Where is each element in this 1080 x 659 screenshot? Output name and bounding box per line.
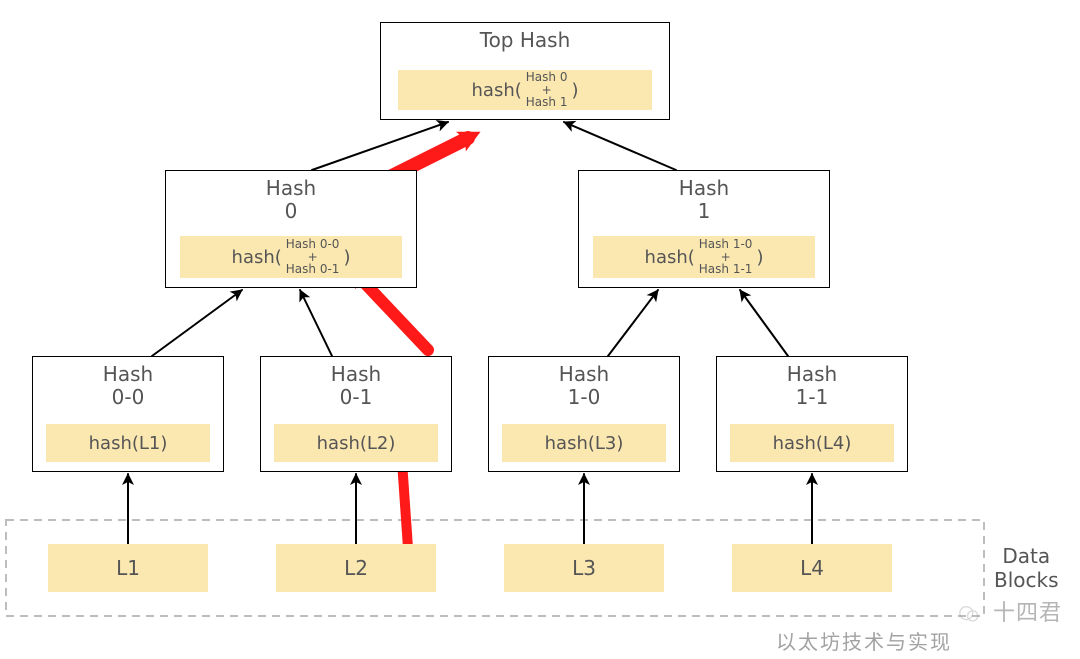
hash-box-1: hash( Hash 1-0 + Hash 1-1 ) [593, 236, 815, 278]
leaf-L1: L1 [48, 544, 208, 592]
hash-box-1-1: hash(L4) [730, 424, 894, 462]
hash-box-0-0: hash(L1) [46, 424, 210, 462]
hash-args: Hash 0 + Hash 1 [522, 71, 572, 109]
node-hash-0-title: Hash 0 [166, 171, 416, 223]
hash-fn-close: ) [571, 80, 578, 101]
node-hash-1-title: Hash 1 [579, 171, 829, 223]
hash-box-0-1: hash(L2) [274, 424, 438, 462]
leaf-L2: L2 [276, 544, 436, 592]
hash-box-0: hash( Hash 0-0 + Hash 0-1 ) [180, 236, 402, 278]
data-blocks-label: Data Blocks [994, 544, 1059, 592]
watermark-source: 以太坊技术与实现 [776, 626, 952, 655]
leaf-L4: L4 [732, 544, 892, 592]
node-top-title: Top Hash [381, 23, 669, 52]
watermark-author: 十四君 [993, 595, 1062, 627]
leaf-L3: L3 [504, 544, 664, 592]
hash-fn-open: hash( [472, 80, 522, 101]
hash-box-top: hash( Hash 0 + Hash 1 ) [398, 70, 652, 110]
wechat-icon [958, 603, 980, 625]
hash-box-1-0: hash(L3) [502, 424, 666, 462]
